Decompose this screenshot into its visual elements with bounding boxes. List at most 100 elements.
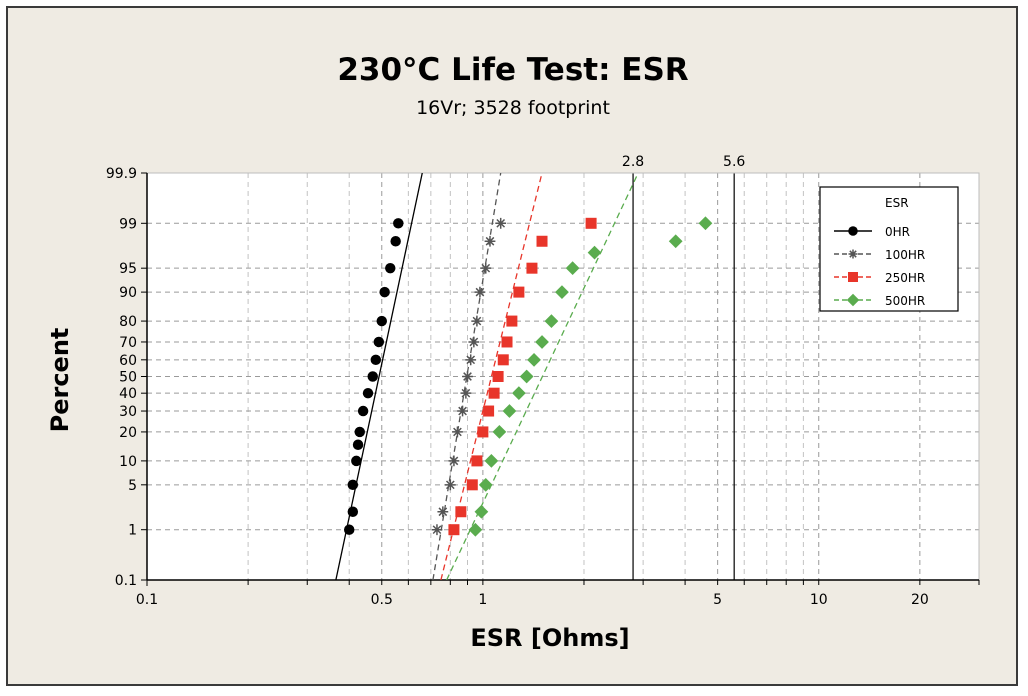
data-point-0hr [351, 455, 362, 467]
y-tick-label: 50 [119, 370, 137, 386]
probability-plot: 230°C Life Test: ESR 16Vr; 3528 footprin… [46, 52, 980, 652]
legend-box [819, 186, 959, 312]
x-tick-label: 0.5 [371, 592, 393, 608]
legend-marker-0hr [848, 226, 858, 236]
y-tick-label: 80 [119, 314, 137, 330]
x-tick-label: 5 [713, 592, 722, 608]
data-point-250hr [501, 336, 513, 348]
data-point-250hr [506, 315, 518, 327]
y-tick-label: 5 [128, 478, 137, 494]
data-point-100hr [431, 524, 443, 536]
data-point-500hr [555, 285, 569, 299]
data-point-100hr [452, 426, 463, 438]
data-point-250hr [483, 405, 495, 417]
y-tick-label: 20 [119, 425, 137, 441]
chart-frame: 230°C Life Test: ESR 16Vr; 3528 footprin… [6, 6, 1018, 686]
data-point-500hr [668, 234, 683, 249]
data-point-500hr [492, 425, 507, 439]
data-point-0hr [379, 286, 390, 298]
y-tick-label: 30 [119, 404, 137, 420]
data-point-100hr [460, 387, 472, 399]
data-point-0hr [373, 336, 385, 348]
y-tick-label: 95 [119, 261, 137, 277]
data-point-100hr [448, 455, 460, 467]
chart-title: 230°C Life Test: ESR [337, 52, 688, 88]
legend-marker-500hr [846, 293, 860, 307]
x-tick-label: 0.1 [136, 592, 158, 608]
data-point-250hr [448, 524, 460, 536]
data-point-0hr [352, 439, 364, 450]
data-point-500hr [565, 261, 580, 276]
data-point-500hr [468, 522, 483, 537]
data-point-500hr [535, 335, 549, 349]
data-point-100hr [444, 479, 456, 491]
reference-line-label: 5.6 [723, 154, 745, 170]
data-point-500hr [527, 352, 541, 367]
legend-label-500hr: 500HR [885, 294, 925, 308]
legend-label-0hr: 0HR [885, 225, 910, 239]
x-tick-label: 20 [911, 592, 929, 608]
data-point-100hr [457, 405, 468, 417]
data-point-0hr [362, 387, 374, 399]
data-point-0hr [347, 479, 359, 491]
legend-marker-100hr [848, 249, 858, 259]
data-point-250hr [488, 387, 500, 399]
y-tick-label: 1 [128, 523, 137, 539]
data-point-500hr [478, 477, 493, 492]
data-point-250hr [466, 479, 478, 491]
data-point-500hr [544, 314, 559, 328]
data-point-0hr [376, 315, 387, 327]
data-point-0hr [357, 405, 369, 417]
data-point-500hr [698, 216, 713, 231]
x-tick-label: 10 [810, 592, 828, 608]
data-point-500hr [512, 386, 526, 401]
data-point-100hr [437, 506, 449, 518]
reference-line-label: 2.8 [622, 154, 644, 170]
data-point-0hr [370, 354, 382, 366]
data-point-500hr [587, 245, 602, 260]
data-point-250hr [585, 217, 597, 229]
data-point-250hr [526, 262, 538, 274]
data-point-500hr [519, 369, 534, 384]
data-point-100hr [484, 235, 496, 247]
y-tick-label: 0.1 [115, 573, 137, 589]
y-tick-label: 99.9 [106, 166, 137, 182]
data-point-500hr [484, 454, 499, 468]
data-point-100hr [495, 217, 507, 229]
data-point-0hr [354, 426, 365, 438]
legend-label-100hr: 100HR [885, 248, 925, 262]
data-point-250hr [477, 426, 489, 438]
data-point-0hr [347, 506, 359, 517]
y-tick-label: 40 [119, 386, 137, 402]
legend-marker-250hr [848, 272, 858, 282]
data-point-0hr [385, 262, 396, 274]
data-point-100hr [462, 371, 473, 382]
y-axis-label: Percent [46, 328, 74, 433]
data-point-250hr [536, 235, 548, 247]
data-point-100hr [465, 354, 477, 366]
data-point-500hr [502, 404, 517, 418]
chart-subtitle: 16Vr; 3528 footprint [416, 97, 610, 119]
data-point-250hr [497, 354, 509, 366]
data-point-250hr [455, 506, 467, 518]
data-point-100hr [468, 336, 480, 348]
y-tick-label: 70 [119, 335, 137, 351]
data-point-0hr [390, 236, 401, 247]
y-tick-label: 99 [119, 216, 137, 232]
data-point-100hr [480, 262, 492, 274]
data-point-250hr [492, 371, 504, 382]
y-tick-label: 90 [119, 285, 137, 301]
legend-label-250hr: 250HR [885, 271, 925, 285]
data-point-0hr [393, 218, 404, 229]
y-tick-label: 60 [119, 353, 137, 369]
data-point-0hr [367, 371, 378, 382]
data-point-250hr [513, 286, 525, 298]
data-point-100hr [474, 286, 486, 298]
data-point-0hr [343, 524, 355, 535]
x-tick-label: 1 [478, 592, 487, 608]
y-tick-label: 10 [119, 454, 137, 470]
data-point-500hr [474, 504, 489, 519]
data-point-250hr [471, 455, 483, 467]
x-axis-label: ESR [Ohms] [470, 624, 629, 652]
data-point-100hr [471, 315, 483, 327]
